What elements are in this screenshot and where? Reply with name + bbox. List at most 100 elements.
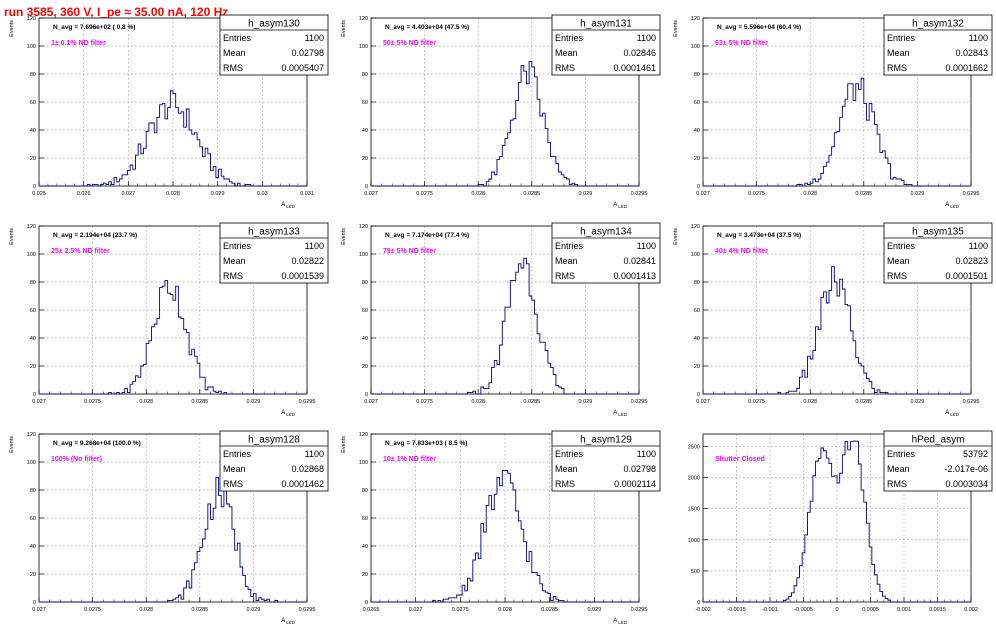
histogram-series xyxy=(39,90,307,187)
y-tick-label: 100 xyxy=(691,44,700,50)
y-tick-label: 20 xyxy=(362,364,368,370)
y-tick-label: 20 xyxy=(694,364,700,370)
stats-title: h_asym132 xyxy=(912,19,964,30)
y-tick-label: 60 xyxy=(362,516,368,522)
y-tick-label: 60 xyxy=(694,100,700,106)
y-tick-label: 80 xyxy=(362,488,368,494)
stats-entries-label: Entries xyxy=(223,33,252,43)
x-tick-label: 0.028 xyxy=(166,191,180,197)
n-avg-label: N_avg = 7.174e+04 (77.4 %) xyxy=(385,232,469,239)
y-tick-label: 100 xyxy=(359,44,368,50)
x-tick-label: 0.0275 xyxy=(748,399,765,405)
stats-rms-value: 0.0001539 xyxy=(281,271,324,281)
x-tick-label: 0.029 xyxy=(247,399,261,405)
filter-label: 1± 0.1% ND filter xyxy=(51,40,106,47)
y-tick-label: 120 xyxy=(691,16,700,22)
stats-box xyxy=(551,14,661,76)
y-tick-label: 20 xyxy=(30,572,36,578)
y-tick-label: 0 xyxy=(33,392,36,398)
y-tick-label: 100 xyxy=(359,252,368,258)
stats-rms-label: RMS xyxy=(887,63,907,73)
x-tick-label: 0.029 xyxy=(579,191,593,197)
y-tick-label: 100 xyxy=(27,460,36,466)
stats-entries-value: 1100 xyxy=(305,241,324,251)
histogram-series xyxy=(371,469,639,603)
stats-entries-label: Entries xyxy=(887,449,916,459)
x-tick-label: 0.027 xyxy=(409,607,423,613)
x-tick-label: -0.0005 xyxy=(794,607,813,613)
y-tick-label: 0 xyxy=(33,600,36,606)
x-tick-label: 0.028 xyxy=(803,191,817,197)
filter-label: 50± 5% ND filter xyxy=(383,40,436,47)
x-tick-label: 0.029 xyxy=(211,191,225,197)
y-tick-label: 100 xyxy=(691,252,700,258)
x-axis-label: ALED xyxy=(281,202,296,209)
stats-entries-label: Entries xyxy=(555,241,584,251)
x-axis-label: ALED xyxy=(281,410,296,417)
histogram-panel-h_asym129: 0 20 40 60 80 100 120 0.0265 0.027 0.0275 0.028 0.0… xyxy=(341,430,661,625)
stats-rms-value: 0.0001662 xyxy=(945,63,988,73)
stats-rms-value: 0.0001461 xyxy=(613,63,656,73)
x-tick-label: 0.0285 xyxy=(191,399,208,405)
stats-title: h_asym133 xyxy=(248,227,300,238)
x-tick-label: 0.0275 xyxy=(416,191,433,197)
stats-entries-label: Entries xyxy=(555,33,584,43)
histogram-series xyxy=(703,266,971,395)
histogram-series xyxy=(371,257,639,395)
y-tick-label: 0 xyxy=(697,600,700,606)
y-tick-label: 120 xyxy=(691,224,700,230)
y-tick-label: 40 xyxy=(694,336,700,342)
y-tick-label: 60 xyxy=(30,100,36,106)
y-tick-label: 1500 xyxy=(688,507,700,513)
n-avg-label: N_avg = 2.194e+04 (23.7 %) xyxy=(53,232,137,239)
stats-entries-value: 1100 xyxy=(969,33,988,43)
x-tick-label: 0.0285 xyxy=(855,399,872,405)
histogram-series xyxy=(703,77,971,187)
x-tick-label: 0.001 xyxy=(897,607,911,613)
histogram-panel-h_asym131: 0 20 40 60 80 100 120 0.027 0.0275 0.028 0.0285 0.0… xyxy=(341,14,661,209)
y-tick-label: 120 xyxy=(359,432,368,438)
x-tick-label: 0.027 xyxy=(696,191,710,197)
stats-entries-label: Entries xyxy=(887,241,916,251)
x-tick-label: 0.027 xyxy=(364,399,378,405)
x-tick-label: 0.0275 xyxy=(416,399,433,405)
y-tick-label: 80 xyxy=(362,280,368,286)
y-tick-label: 40 xyxy=(694,128,700,134)
y-tick-label: 80 xyxy=(30,280,36,286)
y-axis-label: Events xyxy=(341,20,347,37)
filter-label: 40± 4% ND filter xyxy=(715,248,768,255)
histogram-series xyxy=(703,440,971,603)
y-tick-label: 20 xyxy=(362,156,368,162)
x-tick-label: 0.029 xyxy=(587,607,601,613)
n-avg-label: N_avg = 4.403e+04 (47.5 %) xyxy=(385,24,469,31)
x-tick-label: 0.029 xyxy=(911,399,925,405)
x-tick-label: 0.0265 xyxy=(363,607,380,613)
y-tick-label: 60 xyxy=(362,100,368,106)
histogram-panel-h_asym130: 0 20 40 60 80 100 120 0.025 0.026 0.027 0.028 0.029… xyxy=(9,14,329,209)
histogram-panel-h_asym133: 0 20 40 60 80 100 120 0.027 0.0275 0.028 0.0285 0.0… xyxy=(9,222,329,417)
stats-box xyxy=(551,430,661,492)
y-tick-label: 120 xyxy=(27,432,36,438)
y-tick-label: 120 xyxy=(27,224,36,230)
histogram-panel-h_asym128: 0 20 40 60 80 100 120 0.027 0.0275 0.028 0.0285 0.0… xyxy=(9,430,329,625)
y-tick-label: 20 xyxy=(362,572,368,578)
x-tick-label: 0.0295 xyxy=(631,399,648,405)
stats-box xyxy=(883,430,993,492)
histogram-panel-h_asym135: 0 20 40 60 80 100 120 0.027 0.0275 0.028 0.0285 0.0… xyxy=(673,222,993,417)
x-tick-label: 0.028 xyxy=(803,399,817,405)
histogram-panel-hPed_asym: 0 500 1000 1500 2000 2500 -0.002 -0.0015 -0.001 -… xyxy=(688,430,993,613)
x-tick-label: 0.0295 xyxy=(963,191,980,197)
stats-rms-label: RMS xyxy=(887,271,907,281)
x-tick-label: 0.029 xyxy=(247,607,261,613)
filter-label: 10± 1% ND filter xyxy=(383,456,436,463)
stats-rms-value: 0.0001462 xyxy=(281,479,324,489)
x-tick-label: 0.025 xyxy=(32,191,46,197)
y-tick-label: 80 xyxy=(30,488,36,494)
y-tick-label: 80 xyxy=(694,72,700,78)
stats-rms-value: 0.0001501 xyxy=(945,271,988,281)
stats-mean-value: 0.02823 xyxy=(955,256,988,266)
x-tick-label: 0.0015 xyxy=(929,607,946,613)
x-tick-label: 0.028 xyxy=(498,607,512,613)
stats-box xyxy=(551,222,661,284)
n-avg-label: N_avg = 3.473e+04 (37.5 %) xyxy=(717,232,801,239)
